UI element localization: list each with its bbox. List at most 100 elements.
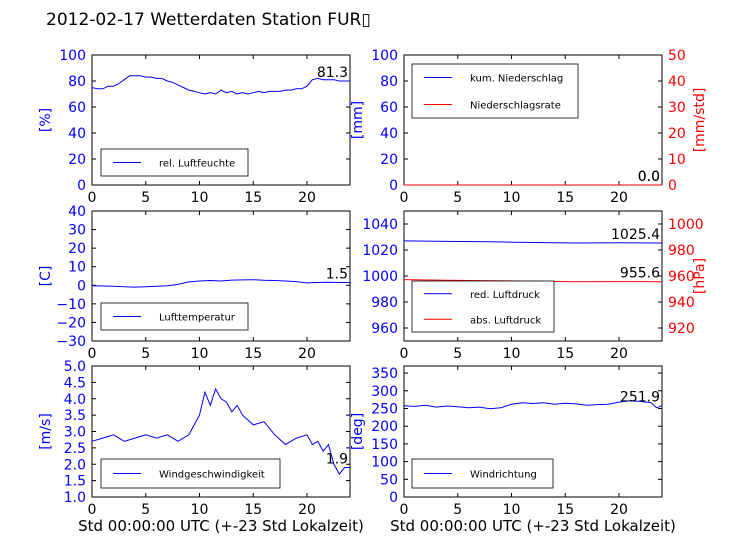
figure-title: 2012-02-17 Wetterdaten Station FUR▯ [46, 10, 371, 30]
y-tick-label: 10 [68, 260, 86, 276]
legend-label: red. Luftdruck [470, 290, 540, 301]
y-tick-label: 1020 [362, 243, 398, 259]
y-tick-label: 0 [389, 490, 398, 506]
y-tick-label: 350 [371, 366, 398, 382]
y-tick-label: 250 [371, 401, 398, 417]
y-tick-label: 100 [371, 48, 398, 64]
y-tick-label: 20 [68, 152, 86, 168]
y-tick-label: −20 [56, 315, 86, 331]
y-right-tick-label: 960 [668, 269, 695, 285]
y-tick-label: 3.5 [64, 408, 86, 424]
x-tick-label: 5 [141, 502, 150, 518]
legend-label: Windrichtung [470, 470, 537, 481]
y-right-tick-label: 50 [668, 48, 686, 64]
y-axis-label: [deg] [350, 413, 366, 450]
series-line [403, 240, 663, 244]
legend-label: Windgeschwindigkeit [159, 470, 265, 481]
y-tick-label: 80 [380, 74, 398, 90]
series-line [403, 400, 663, 410]
y-tick-label: 200 [371, 419, 398, 435]
legend-label: abs. Luftdruck [470, 315, 541, 326]
y-tick-label: 960 [371, 321, 398, 337]
current-value-right-label: 955.6 [620, 266, 660, 282]
y-right-tick-label: 30 [668, 100, 686, 116]
y-right-tick-label: 10 [668, 152, 686, 168]
x-tick-label: 0 [400, 190, 409, 206]
y-tick-label: 30 [68, 223, 86, 239]
current-value-label: 1025.4 [611, 227, 660, 243]
x-tick-label: 0 [400, 346, 409, 362]
y-right-tick-label: 1000 [668, 217, 704, 233]
y-tick-label: 20 [380, 152, 398, 168]
y-tick-label: 50 [380, 472, 398, 488]
y-tick-label: 0 [389, 178, 398, 194]
chart-pressure: 0 5 10 15 20 960 980 1000 1020 1040 920 940 960 980 10… [362, 210, 708, 362]
y-axis-label: [mm] [350, 101, 366, 139]
x-tick-label: 0 [88, 346, 97, 362]
x-tick-label: 20 [298, 190, 316, 206]
y-tick-label: −30 [56, 334, 86, 350]
legend-label: Niederschlagsrate [470, 101, 561, 112]
y-right-tick-label: 20 [668, 126, 686, 142]
chart-humidity: 0 5 10 15 20 0 20 40 60 80 100 [%] 81.3 rel. Luftfeuc… [38, 48, 351, 206]
y-tick-label: 1.5 [64, 474, 86, 490]
x-tick-label: 20 [298, 346, 316, 362]
y-tick-label: 5.0 [64, 359, 86, 375]
chart-temperature: 0 5 10 15 20 −30 −20 −10 0 10 20 30 40 [C] 1.5 Lufttemp… [38, 204, 351, 362]
x-tick-label: 15 [244, 346, 262, 362]
y-right-tick-label: 940 [668, 295, 695, 311]
y-right-tick-label: 920 [668, 321, 695, 337]
chart-precipitation: 0 5 10 15 20 0 20 40 60 80 100 0 10 20 30 40 50 [mm] [mm/s… [350, 48, 708, 206]
x-tick-label: 10 [503, 190, 521, 206]
y-tick-label: 40 [68, 126, 86, 142]
current-value-label: 0.0 [638, 169, 660, 185]
y-tick-label: 0 [77, 278, 86, 294]
y-tick-label: 80 [68, 74, 86, 90]
x-tick-label: 15 [556, 346, 574, 362]
current-value-label: 81.3 [317, 65, 348, 81]
y-tick-label: 20 [68, 241, 86, 257]
x-tick-label: 5 [141, 346, 150, 362]
y-tick-label: 3.0 [64, 425, 86, 441]
y-right-tick-label: 0 [668, 178, 677, 194]
y-tick-label: 4.5 [64, 375, 86, 391]
y-axis-label: [m/s] [38, 413, 54, 450]
y-tick-label: 2.0 [64, 457, 86, 473]
y-tick-label: 40 [68, 204, 86, 220]
y-tick-label: 300 [371, 384, 398, 400]
legend-label: kum. Niederschlag [470, 74, 563, 85]
x-tick-label: 0 [88, 502, 97, 518]
x-tick-label: 15 [556, 502, 574, 518]
y-tick-label: 1.0 [64, 490, 86, 506]
x-tick-label: 0 [88, 190, 97, 206]
y-tick-label: 980 [371, 295, 398, 311]
x-tick-label: 10 [191, 346, 209, 362]
y-tick-label: 60 [380, 100, 398, 116]
x-tick-label: 15 [556, 190, 574, 206]
y-right-tick-label: 40 [668, 74, 686, 90]
series-line [91, 279, 350, 288]
x-tick-label: 20 [610, 190, 628, 206]
legend-box [411, 280, 555, 333]
x-tick-label: 20 [298, 502, 316, 518]
x-tick-label: 15 [244, 190, 262, 206]
y-right-axis-label: [mm/std] [692, 88, 708, 153]
x-tick-label: 5 [453, 346, 462, 362]
y-tick-label: 40 [380, 126, 398, 142]
y-tick-label: 1000 [362, 269, 398, 285]
x-tick-label: 20 [610, 346, 628, 362]
x-axis-label: Std 00:00:00 UTC (+-23 Std Lokalzeit) [78, 517, 364, 535]
current-value-right-label: 0.0 [638, 169, 660, 185]
series-line [91, 75, 350, 95]
y-right-tick-label: 980 [668, 243, 695, 259]
x-tick-label: 10 [503, 346, 521, 362]
y-tick-label: 100 [371, 455, 398, 471]
legend-box [411, 63, 579, 119]
x-tick-label: 20 [610, 502, 628, 518]
x-tick-label: 0 [400, 502, 409, 518]
y-tick-label: 100 [59, 48, 86, 64]
series-line [91, 387, 350, 475]
x-axis-label: Std 00:00:00 UTC (+-23 Std Lokalzeit) [390, 517, 676, 535]
